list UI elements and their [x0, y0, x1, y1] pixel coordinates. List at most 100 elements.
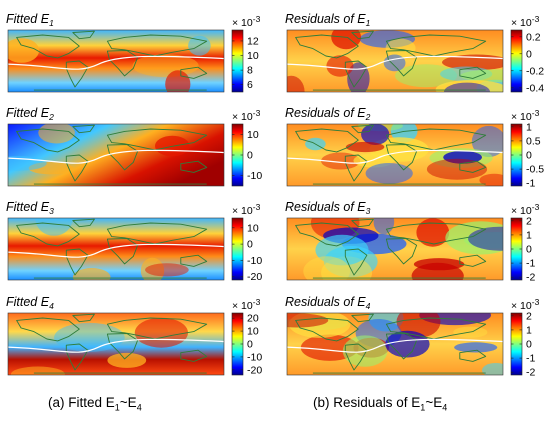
caption-residuals: (b) Residuals of E1~E4 [313, 395, 448, 413]
coastline [180, 66, 208, 79]
equator-line [8, 338, 224, 353]
panel-title: Fitted E1 [6, 12, 54, 28]
colorbar-tick-label: 0.5 [526, 135, 541, 147]
map-field [8, 30, 224, 92]
coastline [459, 254, 487, 267]
coastline [385, 238, 418, 265]
colorbar-exponent: × 10-3 [232, 202, 261, 217]
colorbar-exponent: × 10-3 [511, 297, 540, 312]
equator-line [287, 149, 503, 164]
coastline [295, 317, 359, 342]
coastline [65, 60, 89, 88]
map-field [287, 313, 503, 375]
colorbar-tick-label: 10 [247, 222, 259, 234]
map-field [287, 30, 503, 92]
equator-line [8, 243, 224, 258]
colorbar-tick-label: 10 [247, 129, 259, 141]
colorbar-tick-label: -0.5 [526, 164, 544, 176]
coastline [65, 248, 89, 276]
colorbar-tick-label: 0 [526, 48, 532, 60]
map-field [287, 124, 503, 186]
colorbar-tick-label: -20 [247, 364, 262, 376]
coastline [16, 34, 80, 59]
colorbar-exponent: × 10-3 [511, 108, 540, 123]
equator-line [287, 55, 503, 70]
colorbar-tick-label: 2 [526, 215, 532, 227]
coastline [72, 124, 95, 134]
colorbar-tick-label: 0 [526, 150, 532, 162]
coastline [459, 349, 487, 362]
map-field [8, 313, 224, 375]
colorbar-tick-label: 6 [247, 79, 253, 91]
coastline [180, 349, 208, 362]
coastline [65, 343, 89, 371]
colorbar-tick-label: 2 [526, 310, 532, 322]
colorbar-tick-label: -1 [526, 178, 535, 190]
coastline [180, 160, 208, 173]
colorbar-tick-label: -1 [526, 258, 535, 270]
panel-title: Fitted E4 [6, 295, 54, 311]
colorbar-tick-label: 10 [247, 50, 259, 62]
coastline [351, 124, 374, 134]
equator-line [287, 338, 503, 353]
coastline [106, 50, 139, 77]
coastline [106, 128, 208, 151]
colorbar-tick-label: -10 [247, 170, 262, 182]
colorbar-tick-label: 0 [247, 150, 253, 162]
coastline [106, 238, 139, 265]
map-field [287, 218, 503, 280]
panel-title: Fitted E3 [6, 200, 54, 216]
equator-line [8, 55, 224, 70]
coastline [180, 254, 208, 267]
coastline [72, 313, 95, 323]
panel-title: Fitted E2 [6, 106, 54, 122]
panel-title: Residuals of E3 [285, 200, 371, 216]
coastline [385, 317, 487, 340]
colorbar-exponent: × 10-3 [232, 108, 261, 123]
colorbar-exponent: × 10-3 [232, 297, 261, 312]
colorbar-exponent: × 10-3 [511, 14, 540, 29]
colorbar-tick-label: 0 [247, 239, 253, 251]
coastline [385, 144, 418, 171]
colorbar-tick-label: 0 [526, 244, 532, 256]
panel-residuals-e2: Residuals of E2 × 10-31 0.5 0 -0.5 -1 [285, 106, 544, 190]
colorbar-tick-label: 0 [526, 339, 532, 351]
coastline [65, 154, 89, 182]
coastline [459, 66, 487, 79]
colorbar-tick-label: 0.2 [526, 31, 541, 43]
coastline [106, 317, 208, 340]
colorbar-exponent: × 10-3 [511, 202, 540, 217]
panel-residuals-e3: Residuals of E3 × 10-32 1 0 -1 -2 [285, 200, 540, 284]
colorbar-tick-label: 20 [247, 313, 259, 325]
panel-fitted-e1: Fitted E1 × 10-3 12 10 8 6 [6, 12, 261, 93]
panel-title: Residuals of E1 [285, 12, 371, 28]
coastline [385, 222, 487, 245]
colorbar-tick-label: 8 [247, 65, 253, 77]
coastline [16, 317, 80, 342]
colorbar [231, 217, 244, 281]
coastline [344, 154, 368, 182]
coastline [351, 313, 374, 323]
colorbar-tick-label: 1 [526, 229, 532, 241]
panel-title: Residuals of E4 [285, 295, 371, 311]
coastline [106, 144, 139, 171]
coastline [385, 50, 418, 77]
colorbar-tick-label: -1 [526, 353, 535, 365]
coastline [295, 222, 359, 247]
coastline [351, 218, 374, 228]
colorbar-tick-label: -2 [526, 272, 535, 284]
coastline [72, 218, 95, 228]
panel-residuals-e4: Residuals of E4 × 10-32 1 0 -1 -2 [285, 295, 540, 379]
panel-title: Residuals of E2 [285, 106, 371, 122]
colorbar-tick-label: 12 [247, 35, 259, 47]
colorbar-tick-label: -10 [247, 255, 262, 267]
equator-line [8, 149, 224, 164]
coastline [385, 128, 487, 151]
caption-fitted: (a) Fitted E1~E4 [48, 395, 142, 413]
coastline [295, 128, 359, 153]
map-field [8, 124, 224, 186]
colorbar-tick-label: -2 [526, 367, 535, 379]
colorbar-tick-label: 1 [526, 324, 532, 336]
coastline [106, 333, 139, 360]
coastline [344, 248, 368, 276]
